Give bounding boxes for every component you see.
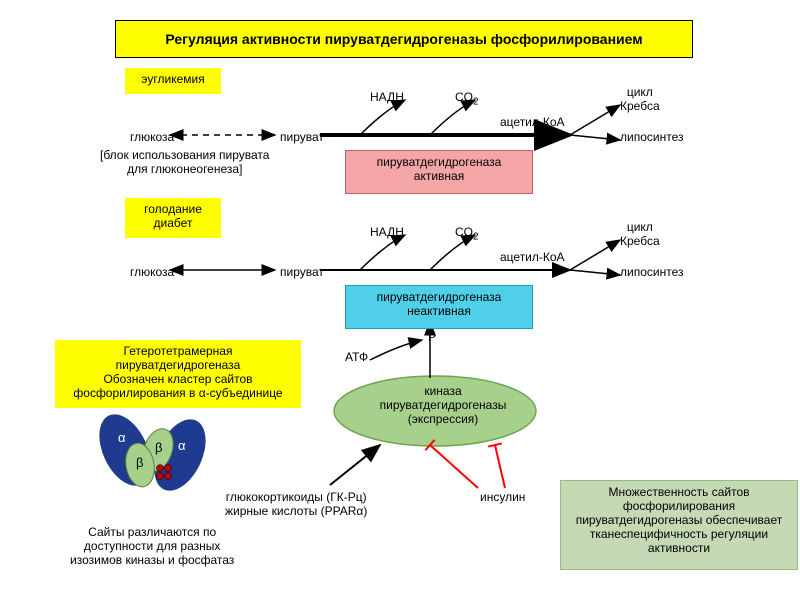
arrow-10 [360, 235, 405, 270]
arrow-14 [330, 445, 380, 485]
label-sites_note: Сайты различаются подоступности для разн… [70, 525, 234, 567]
label-acetyl1: ацетил-КоА [500, 115, 565, 129]
label-pyruvate1: пируват [280, 130, 324, 144]
title-box: Регуляция активности пируватдегидрогеназ… [115, 20, 693, 58]
arrow-3 [570, 135, 620, 140]
label-glucose1: глюкоза [130, 130, 174, 144]
label-activators: глюкокортикоиды (ГК-Рц)жирные кислоты (P… [225, 490, 367, 518]
label-glucose2: глюкоза [130, 265, 174, 279]
phospho-site-1 [165, 465, 172, 472]
label-alpha2: α [178, 438, 186, 453]
arrow-2 [570, 105, 620, 135]
label-P: P [428, 330, 436, 344]
label-CO2_1: CO2 [455, 90, 479, 107]
label-kinase: киназапируватдегидрогеназы(экспрессия) [340, 380, 546, 450]
arrow-8 [570, 240, 620, 270]
label-pyruvate2: пируват [280, 265, 324, 279]
label-hetero: ГетеротетрамернаяпируватдегидрогеназаОбо… [55, 340, 301, 408]
label-insulin: инсулин [480, 490, 525, 504]
label-NADH1: НАДН [370, 90, 404, 104]
label-euglycemia: эугликемия [125, 68, 221, 94]
phospho-site-0 [157, 465, 164, 472]
label-krebs2: циклКребса [620, 220, 660, 248]
label-beta2: β [155, 440, 162, 455]
label-acetyl2: ацетил-КоА [500, 250, 565, 264]
label-NADH2: НАДН [370, 225, 404, 239]
arrow-9 [570, 270, 620, 275]
label-box_active: пируватдегидрогеназаактивная [345, 150, 533, 194]
arrow-13 [370, 340, 422, 360]
phospho-site-2 [157, 473, 164, 480]
label-CO2_2: CO2 [455, 225, 479, 242]
label-multi_box: Множественность сайтовфосфорилированияпи… [560, 480, 798, 570]
label-lipo1: липосинтез [620, 130, 683, 144]
inhibit-16 [495, 445, 505, 488]
label-box_inactive: пируватдегидрогеназанеактивная [345, 285, 533, 329]
label-lipo2: липосинтез [620, 265, 683, 279]
label-beta1: β [136, 455, 143, 470]
arrow-4 [360, 100, 405, 135]
label-starvation: голоданиедиабет [125, 198, 221, 238]
label-krebs1: циклКребса [620, 85, 660, 113]
phospho-site-3 [165, 473, 172, 480]
label-ATP: АТФ [345, 350, 368, 364]
label-alpha1: α [118, 430, 126, 445]
inhibit-15 [430, 445, 478, 488]
label-block: [блок использования пируватадля глюконео… [100, 148, 269, 176]
